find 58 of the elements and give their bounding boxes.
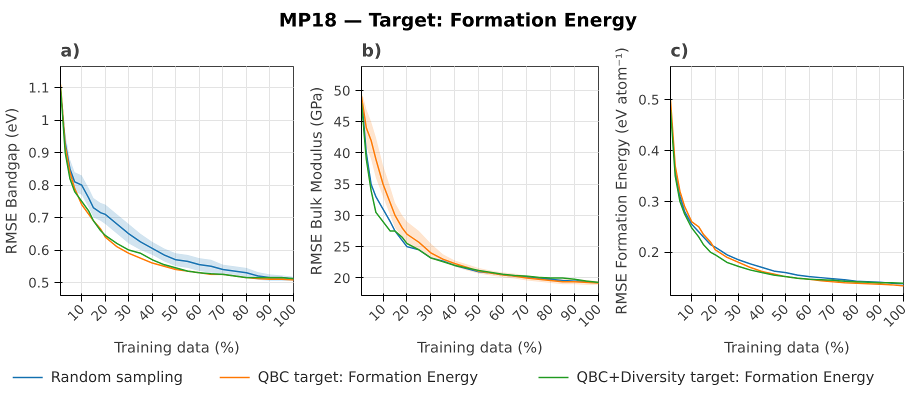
x-tick-label: 80 bbox=[230, 302, 253, 325]
y-tick-label: 0.5 bbox=[28, 276, 50, 292]
x-tick-label: 100 bbox=[576, 302, 605, 331]
y-tick-label: 50 bbox=[334, 84, 351, 100]
y-tick-label: 35 bbox=[334, 178, 351, 194]
x-tick-label: 20 bbox=[390, 302, 414, 325]
x-tick-label: 60 bbox=[183, 302, 206, 325]
x-tick-label: 40 bbox=[136, 302, 159, 325]
x-tick-label: 100 bbox=[271, 302, 300, 331]
chart-title: a) bbox=[60, 42, 80, 62]
x-tick-label: 80 bbox=[840, 302, 863, 325]
x-tick-label: 50 bbox=[462, 302, 486, 325]
x-axis-title: Training data (%) bbox=[113, 340, 240, 357]
y-tick-label: 20 bbox=[334, 272, 351, 287]
y-axis-title: RMSE Formation Energy (eV atom⁻¹) bbox=[613, 47, 630, 315]
x-tick-label: 60 bbox=[486, 302, 510, 325]
x-axis-title: Training data (%) bbox=[723, 340, 850, 357]
x-tick-label: 10 bbox=[675, 302, 698, 325]
y-tick-label: 0.5 bbox=[638, 94, 660, 109]
x-tick-label: 60 bbox=[793, 302, 816, 325]
y-tick-label: 45 bbox=[334, 116, 351, 131]
x-tick-label: 20 bbox=[88, 302, 112, 325]
y-tick-label: 0.6 bbox=[28, 244, 50, 260]
legend-label: QBC+Diversity target: Formation Energy bbox=[576, 369, 875, 386]
x-tick-label: 100 bbox=[881, 302, 910, 331]
x-tick-label: 30 bbox=[414, 302, 438, 325]
x-tick-label: 50 bbox=[770, 302, 792, 325]
x-tick-label: 50 bbox=[160, 302, 182, 325]
y-tick-label: 40 bbox=[334, 146, 351, 162]
y-tick-label: 30 bbox=[334, 209, 351, 224]
x-tick-label: 30 bbox=[112, 302, 136, 325]
x-tick-label: 20 bbox=[698, 302, 722, 325]
x-tick-label: 70 bbox=[816, 302, 840, 325]
x-tick-label: 30 bbox=[722, 302, 746, 325]
y-tick-label: 1 bbox=[41, 114, 50, 130]
y-tick-label: 0.7 bbox=[28, 212, 50, 227]
chart-title: c) bbox=[670, 42, 689, 62]
x-tick-label: 80 bbox=[534, 302, 557, 325]
y-tick-label: 1.1 bbox=[28, 82, 50, 97]
legend-label: Random sampling bbox=[50, 369, 183, 386]
text: MP18 — Target: Formation Energy bbox=[278, 10, 638, 32]
x-tick-label: 10 bbox=[366, 302, 390, 325]
y-tick-label: 0.2 bbox=[638, 246, 660, 262]
chart-title: b) bbox=[362, 42, 382, 62]
y-axis-title: RMSE Bandgap (eV) bbox=[3, 108, 20, 254]
x-tick-label: 70 bbox=[510, 302, 534, 325]
x-tick-label: 40 bbox=[438, 302, 462, 325]
y-tick-label: 0.3 bbox=[638, 195, 660, 210]
y-tick-label: 25 bbox=[334, 240, 351, 256]
y-tick-label: 0.4 bbox=[638, 144, 660, 160]
x-axis-title: Training data (%) bbox=[416, 340, 543, 357]
legend-label: QBC target: Formation Energy bbox=[258, 369, 478, 386]
x-tick-label: 10 bbox=[65, 302, 88, 325]
y-tick-label: 0.9 bbox=[28, 146, 50, 162]
y-axis-title: RMSE Bulk Modulus (GPa) bbox=[308, 86, 326, 276]
x-tick-label: 70 bbox=[206, 302, 230, 325]
x-tick-label: 40 bbox=[746, 302, 769, 325]
y-tick-label: 0.8 bbox=[28, 179, 50, 194]
